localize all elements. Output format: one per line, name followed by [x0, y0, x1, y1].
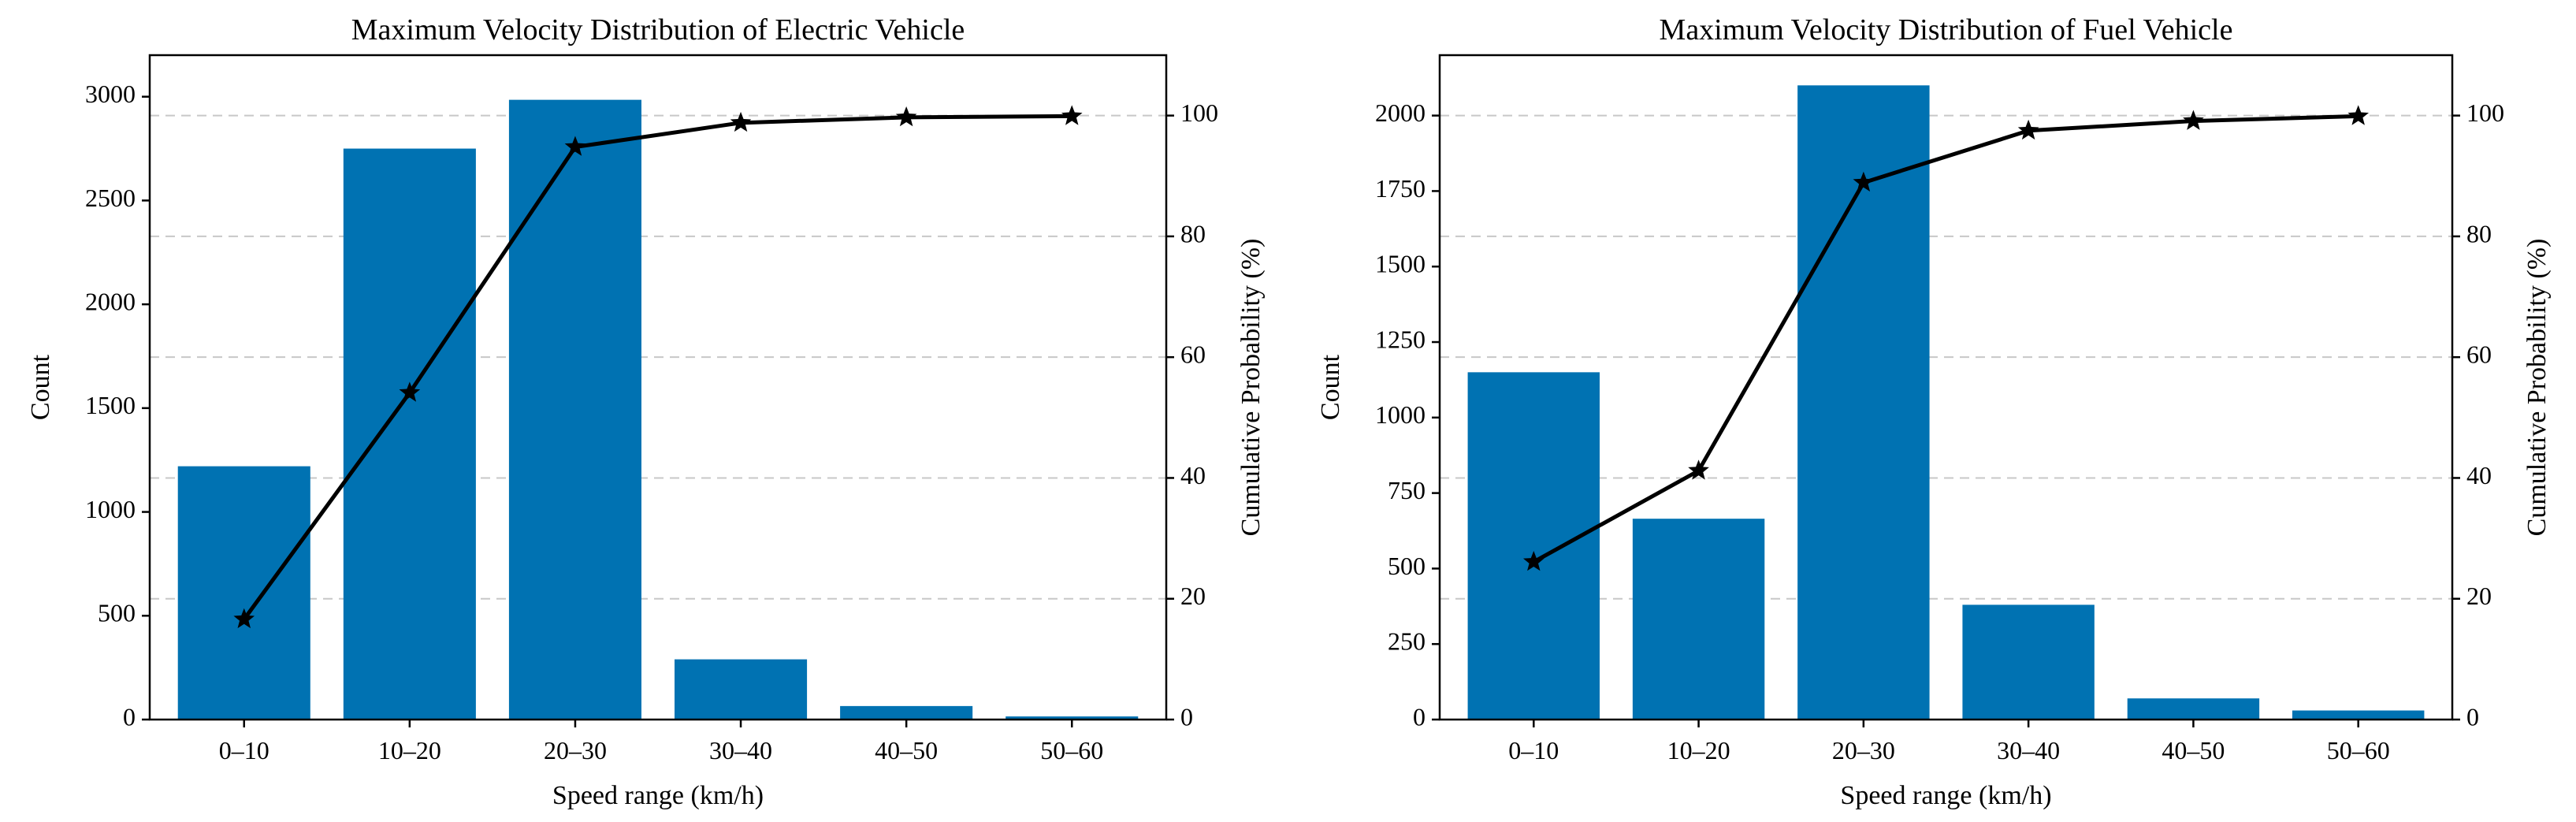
- cumulative-marker-5: [2183, 110, 2204, 130]
- x-tick-label: 10–20: [1667, 736, 1730, 764]
- cumulative-marker-3: [1853, 171, 1875, 192]
- bar-2: [343, 148, 476, 720]
- x-tick-label: 40–50: [875, 736, 938, 764]
- y-tick-label: 0: [1413, 702, 1426, 731]
- x-tick-label: 10–20: [378, 736, 441, 764]
- y-tick-label: 2000: [1375, 99, 1426, 127]
- y-tick-label: 1000: [1375, 400, 1426, 429]
- bar-6: [1005, 716, 1139, 720]
- bar-1: [1467, 372, 1600, 720]
- bar-3: [508, 99, 641, 720]
- y2-tick-label: 80: [1180, 219, 1206, 247]
- x-tick-label: 40–50: [2162, 736, 2225, 764]
- y2-axis-label: Cumulative Probability (%): [1236, 239, 1266, 537]
- bar-1: [177, 466, 310, 720]
- cumulative-marker-3: [564, 136, 586, 156]
- bar-5: [840, 705, 973, 720]
- chart-title: Maximum Velocity Distribution of Electri…: [351, 13, 965, 46]
- y-axis-label: Count: [26, 354, 55, 420]
- x-tick-label: 30–40: [709, 736, 772, 764]
- y2-axis-label: Cumulative Probability (%): [2522, 239, 2552, 537]
- x-tick-label: 30–40: [1997, 736, 2060, 764]
- bar-2: [1632, 519, 1765, 720]
- cumulative-marker-1: [1522, 550, 1544, 571]
- y-tick-label: 250: [1388, 627, 1426, 656]
- chart-panel-1: 0 500 1000 1500 2000 2500 3000 0 20 40 60 80 100 0–10…: [26, 13, 1266, 810]
- y-tick-label: 1000: [85, 495, 136, 523]
- y2-tick-label: 40: [2466, 461, 2492, 489]
- x-tick-label: 50–60: [1040, 736, 1103, 764]
- y2-tick-label: 0: [1180, 702, 1193, 731]
- y-tick-label: 3000: [85, 80, 136, 108]
- cumulative-line: [242, 113, 1072, 621]
- y-tick-label: 2000: [85, 287, 136, 315]
- y-tick-label: 1500: [1375, 250, 1426, 278]
- y2-tick-label: 20: [1180, 582, 1206, 610]
- cumulative-marker-4: [730, 111, 752, 132]
- y2-tick-label: 40: [1180, 461, 1206, 489]
- cumulative-marker-1: [233, 608, 255, 629]
- cumulative-marker-2: [399, 381, 421, 402]
- chart-panel-2: 0 250 500 750 1000 1250 1500 1750 2000 0 20 40 60 80 1…: [1316, 13, 2552, 810]
- x-axis-label: Speed range (km/h): [552, 781, 764, 810]
- y-tick-label: 1500: [85, 391, 136, 419]
- y2-tick-label: 100: [1180, 99, 1218, 127]
- bar-3: [1797, 85, 1930, 720]
- x-axis-label: Speed range (km/h): [1840, 781, 2051, 810]
- x-tick-label: 50–60: [2327, 736, 2390, 764]
- y-tick-label: 750: [1388, 476, 1426, 504]
- y-tick-label: 500: [98, 599, 136, 627]
- x-tick-label: 20–30: [1832, 736, 1895, 764]
- y-tick-label: 1250: [1375, 325, 1426, 353]
- y2-tick-label: 20: [2466, 582, 2492, 610]
- x-tick-label: 0–10: [219, 736, 269, 764]
- y2-tick-label: 60: [2466, 340, 2492, 369]
- cumulative-marker-6: [2347, 105, 2370, 125]
- bar-6: [2292, 710, 2425, 720]
- cumulative-marker-4: [2017, 119, 2039, 140]
- cumulative-marker-2: [1688, 459, 1709, 480]
- y-tick-label: 2500: [85, 184, 136, 212]
- x-tick-label: 20–30: [544, 736, 607, 764]
- y2-tick-label: 0: [2466, 702, 2479, 731]
- bar-4: [1962, 604, 2095, 720]
- y-tick-label: 1750: [1375, 174, 1426, 203]
- bar-4: [675, 659, 808, 720]
- bar-5: [2127, 698, 2260, 720]
- plot-frame: [1438, 54, 2454, 721]
- cumulative-marker-5: [895, 106, 917, 127]
- y-axis-label: Count: [1316, 354, 1345, 420]
- x-tick-label: 0–10: [1508, 736, 1559, 764]
- y2-tick-label: 100: [2466, 99, 2504, 127]
- y-tick-label: 0: [123, 702, 136, 731]
- cumulative-marker-6: [1061, 105, 1083, 125]
- plot-frame: [148, 54, 1168, 721]
- chart-title: Maximum Velocity Distribution of Fuel Ve…: [1660, 13, 2233, 46]
- y2-tick-label: 60: [1180, 340, 1206, 369]
- y2-tick-label: 80: [2466, 219, 2492, 247]
- y-tick-label: 500: [1388, 552, 1426, 580]
- cumulative-line: [1533, 113, 2359, 564]
